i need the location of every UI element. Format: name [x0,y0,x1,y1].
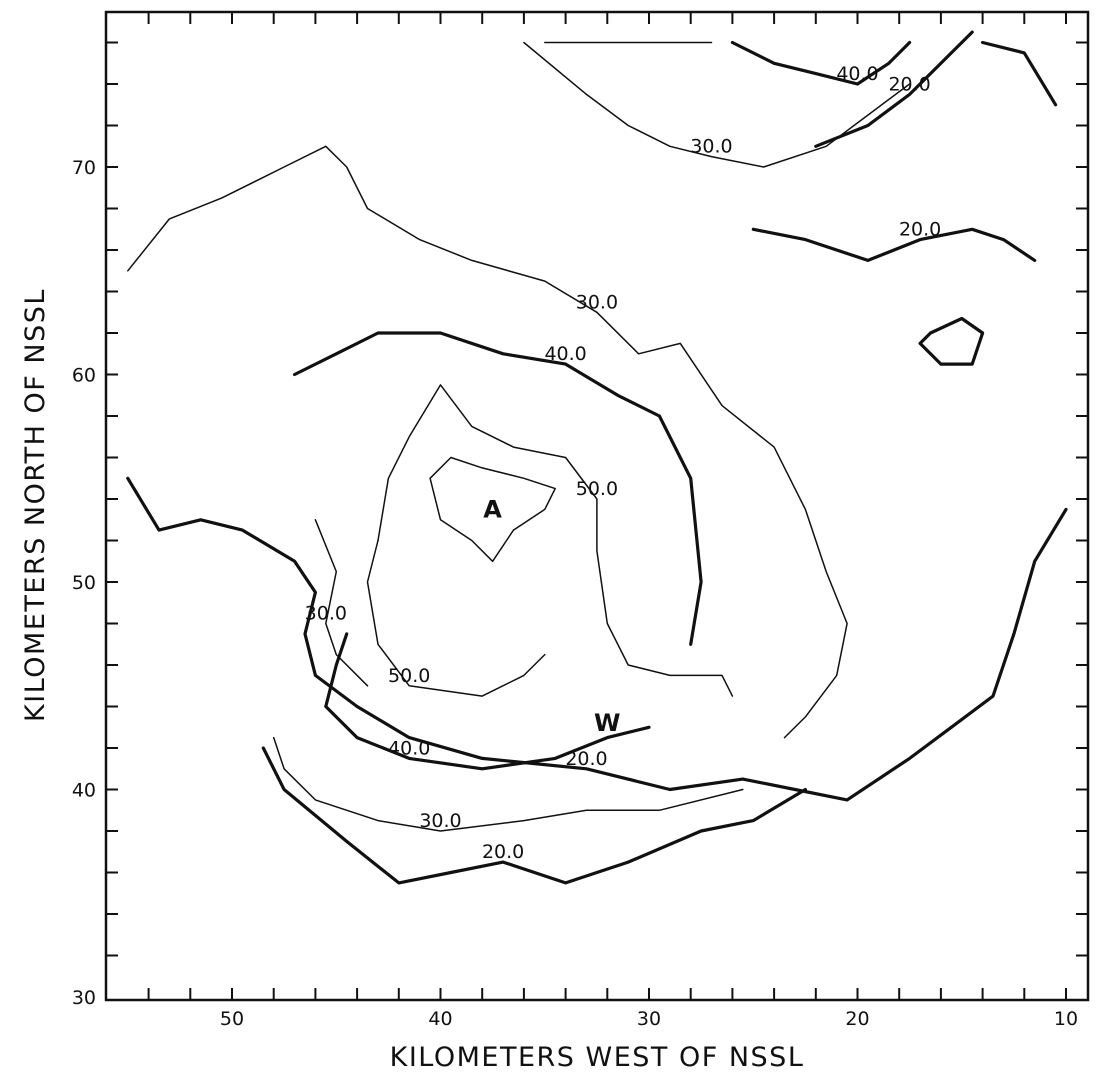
contour-label: 50.0 [576,478,618,500]
contour-lines [126,30,1068,885]
x-tick-label: 40 [428,1008,452,1030]
contour-label: 50.0 [388,665,430,687]
contour-label: 40.0 [836,63,878,85]
contour-30-line [523,41,911,168]
contour-40-line [293,331,703,646]
y-tick-label: 50 [72,572,96,594]
contour-30-line [272,736,744,832]
contour-30-line [314,519,369,687]
x-tick-label: 20 [845,1008,869,1030]
contour-label: 30.0 [690,136,732,158]
marker-w: W [594,709,620,737]
contour-20-line [814,30,974,148]
y-tick-label: 60 [72,365,96,387]
x-axis-title: KILOMETERS WEST OF NSSL [390,1042,805,1073]
contour-label: 20.0 [482,841,524,863]
contour-20-line [126,476,1068,802]
contour-label: 20.0 [888,73,930,95]
contour-label: 40.0 [544,343,586,365]
contour-50-line [377,384,734,697]
contour-labels: 20.0 20.0 20.0 20.0 30.0 30.0 30.0 30.0 40.0 40.0… [305,63,942,863]
contour-20-line [751,227,1037,262]
contour-label: 20.0 [899,219,941,241]
point-markers: AW [483,495,620,737]
contour-label: 40.0 [388,737,430,759]
contour-label: 30.0 [576,291,618,313]
y-tick-label: 70 [72,157,96,179]
axis-ticks [106,12,1088,1000]
contour-20-line [980,40,1058,107]
contour-20-line [918,316,985,366]
contour-30-line [127,145,848,739]
y-axis-title: KILOMETERS NORTH OF NSSL [20,288,51,722]
plot-frame [104,10,1090,1002]
contour-40-line [730,40,912,86]
x-tick-label: 10 [1054,1008,1078,1030]
y-tick-label: 40 [72,780,96,802]
x-tick-label: 30 [637,1008,661,1030]
contour-50-line [366,539,546,697]
contour-20-line [261,746,808,885]
x-tick-label: 50 [220,1008,244,1030]
contour-label: 30.0 [305,603,347,625]
marker-a: A [483,495,502,523]
y-tick-label: 30 [72,987,96,1009]
contour-label: 20.0 [565,748,607,770]
contour-label: 30.0 [419,810,461,832]
contour-55-line [429,456,556,563]
contour-40-line [324,632,651,771]
tick-labels: 50 40 30 20 10 30 40 50 60 70 [72,157,1078,1030]
